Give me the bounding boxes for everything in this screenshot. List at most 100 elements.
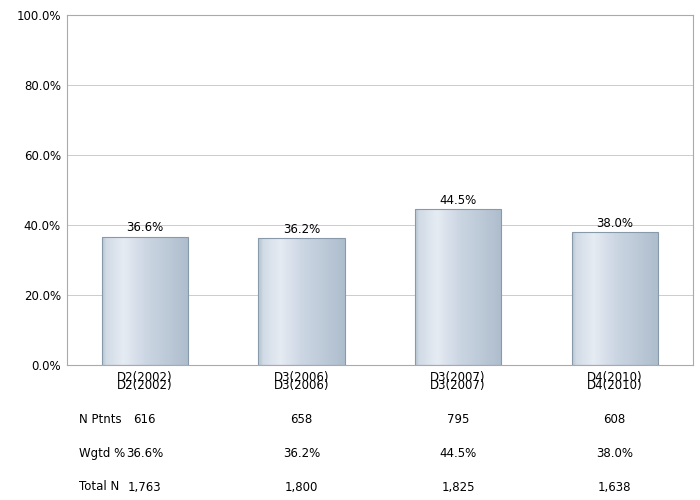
Bar	[266, 238, 267, 365]
Bar	[419, 209, 421, 365]
Bar	[488, 209, 489, 365]
Bar	[286, 238, 288, 365]
Bar	[318, 238, 320, 365]
Bar	[294, 238, 295, 365]
Bar	[644, 232, 645, 365]
Bar	[440, 209, 441, 365]
Bar	[267, 238, 268, 365]
Bar	[629, 232, 630, 365]
Bar	[452, 209, 453, 365]
Bar	[485, 209, 486, 365]
Text: 795: 795	[447, 413, 469, 426]
Bar	[582, 232, 584, 365]
Bar	[108, 237, 109, 365]
Bar	[102, 237, 188, 365]
Bar	[169, 237, 171, 365]
Bar	[633, 232, 634, 365]
Bar	[579, 232, 580, 365]
Bar	[311, 238, 312, 365]
Bar	[484, 209, 485, 365]
Bar	[165, 237, 167, 365]
Bar	[643, 232, 644, 365]
Bar	[183, 237, 185, 365]
Bar	[158, 237, 159, 365]
Bar	[145, 237, 146, 365]
Bar	[616, 232, 617, 365]
Bar	[576, 232, 578, 365]
Bar	[424, 209, 425, 365]
Text: 658: 658	[290, 413, 313, 426]
Text: 38.0%: 38.0%	[596, 216, 634, 230]
Bar	[491, 209, 493, 365]
Bar	[418, 209, 419, 365]
Bar	[437, 209, 438, 365]
Text: 38.0%: 38.0%	[596, 446, 634, 460]
Bar	[323, 238, 324, 365]
Bar	[281, 238, 282, 365]
Bar	[630, 232, 631, 365]
Bar	[276, 238, 278, 365]
Bar	[465, 209, 466, 365]
Bar	[652, 232, 654, 365]
Bar	[324, 238, 326, 365]
Text: 36.6%: 36.6%	[126, 446, 163, 460]
Bar	[456, 209, 457, 365]
Bar	[591, 232, 592, 365]
Bar	[648, 232, 650, 365]
Text: D3(2006): D3(2006)	[274, 379, 329, 392]
Bar	[460, 209, 461, 365]
Bar	[337, 238, 338, 365]
Bar	[426, 209, 427, 365]
Bar	[598, 232, 600, 365]
Text: 36.2%: 36.2%	[283, 446, 320, 460]
Bar	[432, 209, 433, 365]
Bar	[141, 237, 143, 365]
Bar	[651, 232, 652, 365]
Bar	[421, 209, 423, 365]
Bar	[495, 209, 496, 365]
Bar	[631, 232, 632, 365]
Bar	[312, 238, 314, 365]
Bar	[133, 237, 134, 365]
Bar	[489, 209, 491, 365]
Bar	[300, 238, 302, 365]
Bar	[638, 232, 640, 365]
Text: 36.6%: 36.6%	[126, 222, 163, 234]
Bar	[130, 237, 131, 365]
Bar	[640, 232, 641, 365]
Bar	[116, 237, 117, 365]
Bar	[149, 237, 150, 365]
Bar	[264, 238, 265, 365]
Bar	[104, 237, 105, 365]
Bar	[621, 232, 622, 365]
Bar	[146, 237, 147, 365]
Bar	[654, 232, 655, 365]
Bar	[304, 238, 306, 365]
Bar	[584, 232, 586, 365]
Bar	[325, 238, 326, 365]
Bar	[439, 209, 440, 365]
Bar	[471, 209, 472, 365]
Bar	[298, 238, 300, 365]
Bar	[119, 237, 120, 365]
Bar	[272, 238, 274, 365]
Bar	[596, 232, 598, 365]
Bar	[435, 209, 437, 365]
Bar	[270, 238, 272, 365]
Bar	[265, 238, 266, 365]
Bar	[320, 238, 321, 365]
Bar	[135, 237, 136, 365]
Bar	[615, 232, 616, 365]
Bar	[290, 238, 292, 365]
Bar	[586, 232, 587, 365]
Bar	[293, 238, 294, 365]
Text: Total N: Total N	[79, 480, 119, 494]
Bar	[260, 238, 262, 365]
Bar	[470, 209, 471, 365]
Bar	[306, 238, 307, 365]
Bar	[430, 209, 431, 365]
Bar	[134, 237, 135, 365]
Bar	[122, 237, 123, 365]
Bar	[416, 209, 417, 365]
Bar	[340, 238, 342, 365]
